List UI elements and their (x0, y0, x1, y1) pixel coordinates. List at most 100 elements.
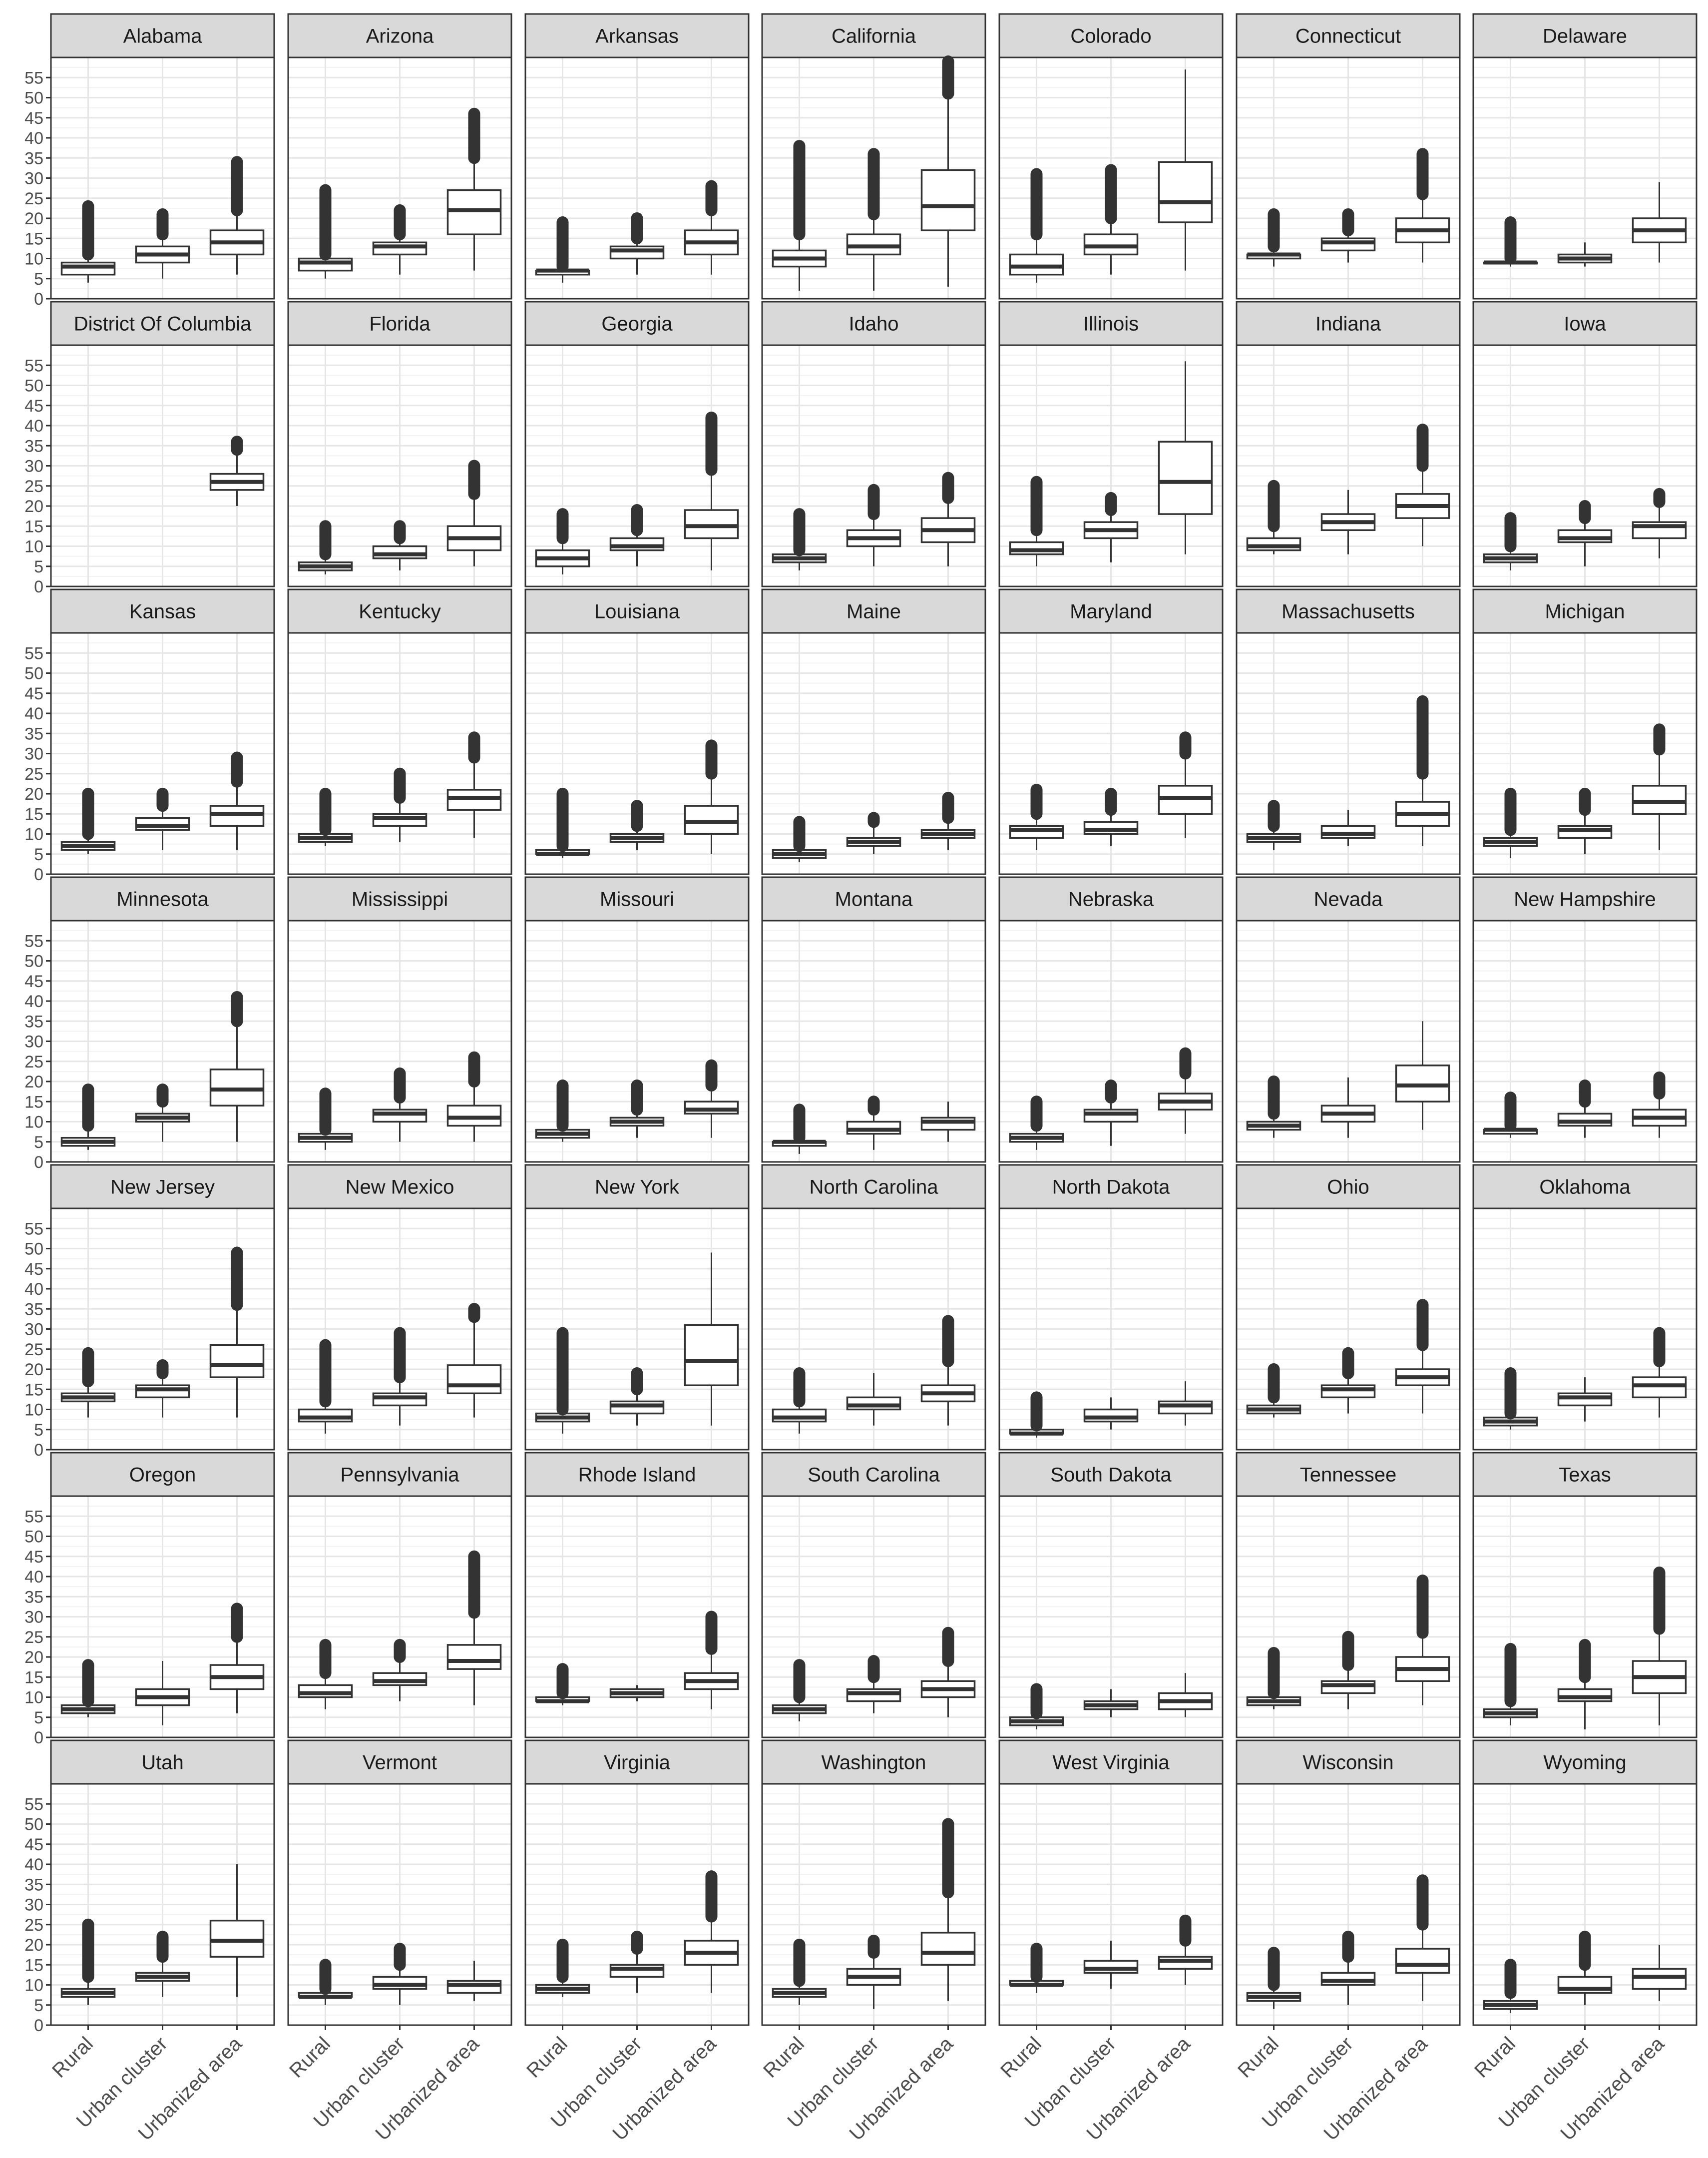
panel-border (761, 56, 986, 300)
facet-strip (1236, 876, 1461, 922)
box-north-dakota-urban-cluster (1083, 1397, 1139, 1430)
box-oregon-urban-cluster (135, 1661, 190, 1725)
facet-south-carolina: South Carolina (761, 1452, 986, 1738)
box-iqr (1158, 161, 1213, 223)
box-new-mexico-urban-cluster (372, 1327, 427, 1426)
facet-title: Nebraska (1068, 889, 1154, 911)
box-pennsylvania-urbanized-area (446, 1550, 502, 1705)
facet-title: Delaware (1543, 25, 1627, 47)
y-tick-label: 0 (34, 1153, 43, 1172)
box-massachusetts-urbanized-area (1395, 695, 1450, 846)
box-iqr (846, 1120, 901, 1135)
panel-border (1236, 344, 1461, 587)
facet-title: Washington (822, 1752, 926, 1774)
box-colorado-urbanized-area (1158, 69, 1213, 271)
box-ohio-rural (1246, 1363, 1301, 1418)
y-tick-label: 15 (24, 1380, 43, 1399)
facet-title: Oklahoma (1539, 1176, 1631, 1198)
panel-border (761, 1495, 986, 1738)
y-tick-label: 45 (24, 397, 43, 416)
box-massachusetts-urban-cluster (1320, 810, 1376, 846)
x-tick-label: Rural (285, 2033, 335, 2082)
box-iqr (846, 233, 901, 256)
facet-montana: Montana (761, 876, 986, 1163)
y-tick-label: 5 (34, 845, 43, 864)
box-florida-urbanized-area (446, 460, 502, 566)
box-idaho-urban-cluster (846, 484, 901, 566)
facet-title: Colorado (1070, 25, 1151, 47)
facet-strip (50, 1739, 275, 1785)
box-iqr (372, 1672, 427, 1686)
box-iqr (1009, 253, 1064, 276)
facet-maine: Maine (761, 588, 986, 875)
box-iqr (1557, 1392, 1613, 1407)
y-tick-label: 30 (24, 169, 43, 188)
facet-title: New York (595, 1176, 680, 1198)
box-oregon-urbanized-area (209, 1603, 265, 1713)
box-colorado-rural (1009, 168, 1064, 283)
box-iqr (1083, 1960, 1139, 1974)
y-tick-label: 10 (24, 1113, 43, 1132)
panel-border (1236, 632, 1461, 875)
facet-title: Tennessee (1300, 1464, 1396, 1486)
box-tennessee-urbanized-area (1395, 1575, 1450, 1705)
y-tick-label: 20 (24, 209, 43, 228)
y-tick-label: 50 (24, 664, 43, 683)
box-nevada-urban-cluster (1320, 1077, 1376, 1138)
box-iqr (1158, 785, 1213, 815)
box-delaware-urbanized-area (1632, 182, 1687, 263)
y-tick-label: 50 (24, 952, 43, 971)
facet-strip (524, 1452, 750, 1497)
box-iqr (209, 1919, 265, 1958)
y-tick-label: 50 (24, 1528, 43, 1547)
facet-strip (50, 1164, 275, 1209)
y-tick-label: 30 (24, 1033, 43, 1052)
facet-strip (524, 301, 750, 346)
facet-texas: Texas (1472, 1452, 1698, 1738)
box-minnesota-urban-cluster (135, 1083, 190, 1142)
box-nebraska-urbanized-area (1158, 1047, 1213, 1134)
facet-title: Iowa (1564, 313, 1606, 335)
box-new-mexico-rural (298, 1339, 353, 1434)
facet-title: Louisiana (594, 601, 680, 623)
y-tick-label: 5 (34, 557, 43, 576)
box-arkansas-urbanized-area (684, 180, 739, 275)
facet-title: Arkansas (595, 25, 679, 47)
facet-new-hampshire: New Hampshire (1472, 876, 1698, 1163)
box-texas-urban-cluster (1557, 1638, 1613, 1729)
y-tick-label: 25 (24, 189, 43, 208)
y-tick-label: 55 (24, 644, 43, 663)
box-iqr (446, 1364, 502, 1395)
box-ohio-urbanized-area (1395, 1299, 1450, 1414)
facet-north-carolina: North Carolina (761, 1164, 986, 1451)
facet-strip (998, 876, 1224, 922)
facet-strip (1236, 13, 1461, 58)
y-tick-label: 35 (24, 149, 43, 168)
y-tick-label: 0 (34, 1441, 43, 1460)
box-nebraska-rural (1009, 1095, 1064, 1150)
x-tick-label: Rural (522, 2033, 572, 2082)
box-south-dakota-urbanized-area (1158, 1673, 1213, 1717)
facet-strip (998, 1739, 1224, 1785)
box-maine-urban-cluster (846, 812, 901, 854)
box-kansas-urbanized-area (209, 751, 265, 850)
box-iqr (1395, 1065, 1450, 1103)
facet-mississippi: Mississippi (287, 876, 512, 1163)
facet-title: New Hampshire (1514, 889, 1656, 911)
box-alabama-rural (60, 200, 116, 283)
box-south-carolina-rural (772, 1659, 827, 1721)
box-louisiana-urban-cluster (609, 800, 665, 850)
y-tick-label: 40 (24, 1568, 43, 1587)
box-maryland-urbanized-area (1158, 731, 1213, 838)
panel-border (1472, 632, 1698, 875)
panel-border (287, 920, 512, 1163)
facet-strip (524, 876, 750, 922)
box-connecticut-urbanized-area (1395, 148, 1450, 263)
y-tick-label: 50 (24, 1240, 43, 1259)
facet-strip (998, 1164, 1224, 1209)
panel-border (287, 1207, 512, 1451)
y-tick-label: 10 (24, 250, 43, 269)
y-tick-label: 10 (24, 1976, 43, 1995)
box-louisiana-rural (535, 788, 590, 858)
